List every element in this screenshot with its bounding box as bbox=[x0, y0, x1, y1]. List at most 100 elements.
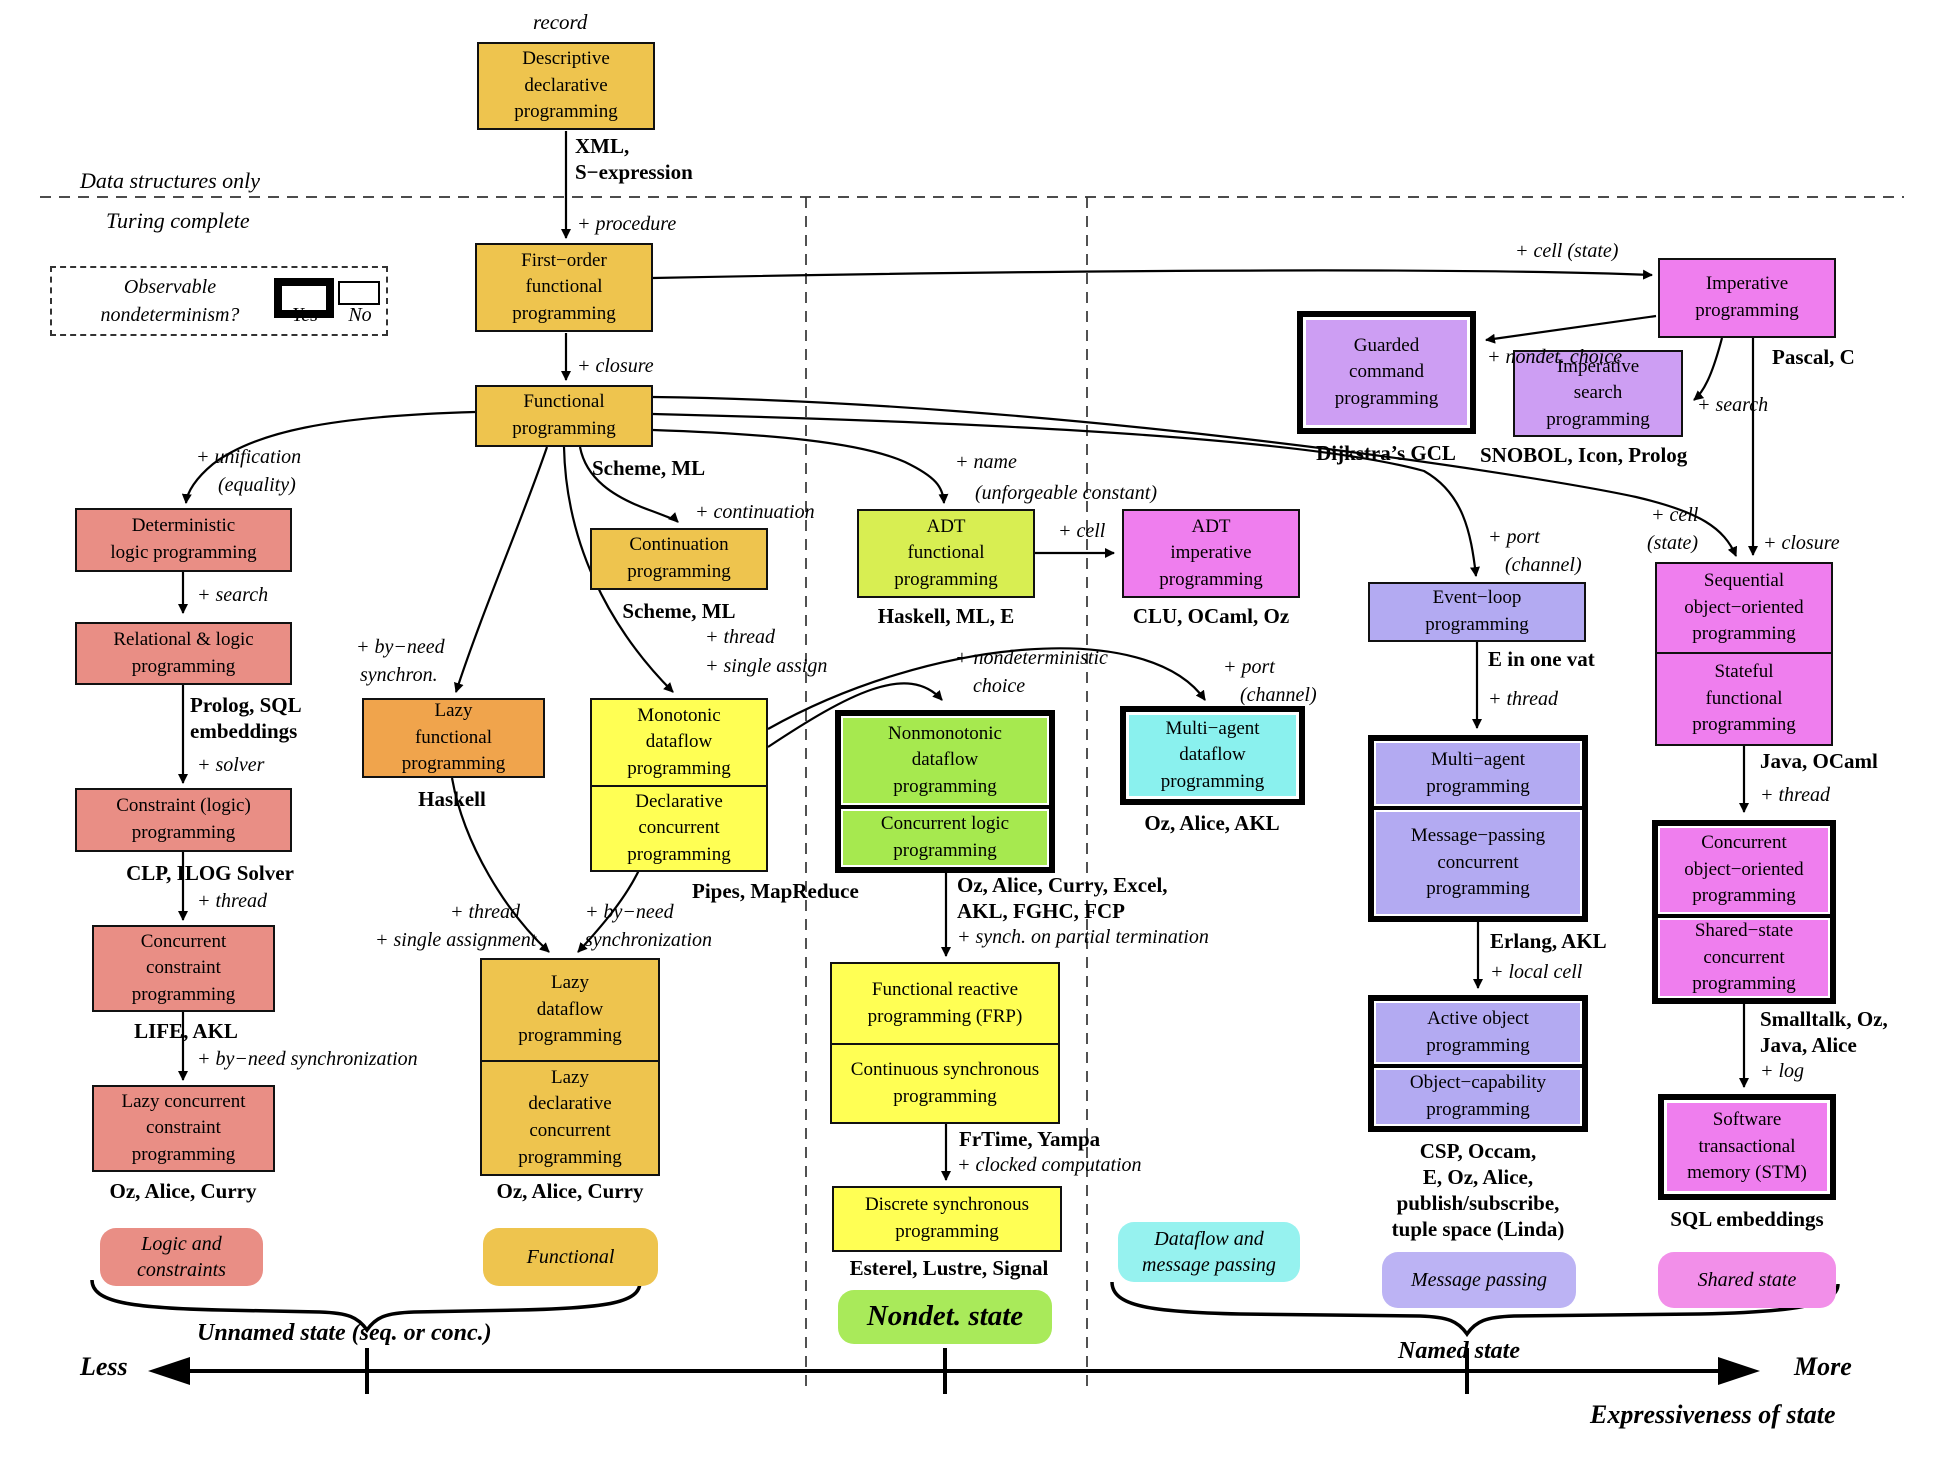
node-functional: Functional programming bbox=[475, 385, 653, 447]
stack-nonmonotonic-stack: Nonmonotonic dataflow programming Concurr… bbox=[835, 710, 1055, 873]
edge-annotation: + port bbox=[1488, 526, 1540, 548]
language-label: Oz, Alice, Curry bbox=[496, 1179, 644, 1203]
language-label: CLP, ILOG Solver bbox=[126, 861, 294, 885]
node-stateful-functional: Stateful functional programming bbox=[1657, 652, 1831, 744]
language-label: Haskell, ML, E bbox=[877, 604, 1015, 628]
node-lazy-dataflow: Lazy dataflow programming bbox=[482, 960, 658, 1060]
legend-question-line2: nondeterminism? bbox=[100, 304, 240, 326]
node-concurrent-constraint: Concurrent constraint programming bbox=[92, 925, 275, 1012]
node-relational-logic: Relational & logic programming bbox=[75, 622, 292, 685]
legend-no-label: No bbox=[348, 304, 372, 326]
edge-annotation: + unification bbox=[196, 446, 302, 468]
edge-annotation: (equality) bbox=[218, 474, 296, 496]
pill-logic-and-constraints: Logic and constraints bbox=[100, 1228, 263, 1286]
edge-annotation: + single assignment bbox=[375, 929, 537, 951]
node-imperative: Imperative programming bbox=[1658, 258, 1836, 338]
edge-annotation: + port bbox=[1223, 656, 1275, 678]
legend-yes-label: Yes bbox=[292, 304, 318, 326]
braces bbox=[90, 1279, 1840, 1338]
language-label: CSP, Occam, E, Oz, Alice, publish/subscr… bbox=[1391, 1139, 1565, 1242]
edge-annotation: choice bbox=[973, 675, 1026, 697]
language-label: Scheme, ML bbox=[622, 599, 736, 623]
language-label: Oz, Alice, Curry bbox=[109, 1179, 257, 1203]
pill-message-passing-pill: Message passing bbox=[1382, 1252, 1576, 1308]
edge-annotation: + local cell bbox=[1490, 961, 1583, 983]
node-lazy-concurrent-constraint: Lazy concurrent constraint programming bbox=[92, 1085, 275, 1172]
edge-annotation: synchronization bbox=[585, 929, 713, 951]
language-label: FrTime, Yampa bbox=[959, 1127, 1101, 1151]
named-state-brace bbox=[1110, 1281, 1840, 1338]
node-shared-state-concurrent: Shared−state concurrent programming bbox=[1658, 914, 1830, 998]
edge-annotation: + cell (state) bbox=[1515, 240, 1619, 262]
language-label: Erlang, AKL bbox=[1490, 929, 1607, 953]
edge-annotation: + nondeterministic bbox=[955, 647, 1108, 669]
node-lazy-declarative-concurrent: Lazy declarative concurrent programming bbox=[482, 1060, 658, 1174]
edge-annotation: + by−need synchronization bbox=[197, 1048, 418, 1070]
edge-annotation: + name bbox=[955, 451, 1017, 473]
edge-annotation: + thread bbox=[1488, 688, 1558, 710]
node-deterministic-logic: Deterministic logic programming bbox=[75, 508, 292, 572]
edge-annotation: + closure bbox=[1763, 532, 1840, 554]
node-event-loop: Event−loop programming bbox=[1368, 582, 1586, 642]
node-active-object: Active object programming bbox=[1374, 1001, 1582, 1064]
node-multi-agent-dataflow: Multi−agent dataflow programming bbox=[1120, 706, 1305, 805]
node-first-order-functional: First−order functional programming bbox=[475, 243, 653, 332]
diagram-text: More bbox=[1794, 1352, 1852, 1381]
node-message-passing-concurrent: Message−passing concurrent programming bbox=[1374, 806, 1582, 916]
diagram-text: Turing complete bbox=[106, 208, 250, 233]
pill-functional-pill: Functional bbox=[483, 1228, 658, 1286]
node-constraint-logic: Constraint (logic) programming bbox=[75, 788, 292, 852]
diagram-text: record bbox=[533, 10, 588, 34]
edge-annotation: + synch. on partial termination bbox=[957, 926, 1209, 948]
nondeterminism-legend: Observable nondeterminism? Yes No bbox=[50, 266, 388, 336]
diagram-text: Less bbox=[80, 1352, 128, 1381]
edge-annotation: + log bbox=[1760, 1060, 1805, 1082]
edge-annotation: + thread bbox=[197, 890, 267, 912]
node-functional-reactive: Functional reactive programming (FRP) bbox=[832, 964, 1058, 1043]
language-label: XML, S−expression bbox=[575, 134, 693, 185]
language-label: E in one vat bbox=[1488, 647, 1595, 671]
language-label: Dijkstra’s GCL bbox=[1316, 441, 1456, 465]
node-adt-imperative: ADT imperative programming bbox=[1122, 509, 1300, 598]
stack-monotonic-stack: Monotonic dataflow programming Declarativ… bbox=[590, 698, 768, 872]
node-guarded-command: Guarded command programming bbox=[1297, 311, 1476, 434]
edge-annotation: + procedure bbox=[577, 213, 677, 235]
stack-active-object-stack: Active object programming Object−capabili… bbox=[1368, 995, 1588, 1132]
edge-annotation: (channel) bbox=[1505, 554, 1582, 576]
node-declarative-concurrent: Declarative concurrent programming bbox=[592, 785, 766, 870]
language-label: Haskell bbox=[418, 787, 486, 811]
edge-annotation: + closure bbox=[577, 355, 654, 377]
language-label: Pipes, MapReduce bbox=[692, 879, 859, 903]
edge-annotation: + by−need bbox=[585, 901, 674, 923]
expressiveness-axis bbox=[148, 1348, 1760, 1394]
node-monotonic-dataflow: Monotonic dataflow programming bbox=[592, 700, 766, 785]
stack-frp-stack: Functional reactive programming (FRP) Con… bbox=[830, 962, 1060, 1124]
edge-annotation: + by−need bbox=[356, 636, 445, 658]
stack-lazy-dataflow-stack: Lazy dataflow programming Lazy declarativ… bbox=[480, 958, 660, 1176]
language-label: Smalltalk, Oz, Java, Alice bbox=[1760, 1007, 1888, 1058]
edge-annotation: + nondet. choice bbox=[1487, 346, 1623, 368]
diagram-text: Expressiveness of state bbox=[1590, 1400, 1836, 1429]
node-imperative-search: Imperative search programming bbox=[1513, 350, 1683, 437]
node-nonmonotonic-dataflow: Nonmonotonic dataflow programming bbox=[841, 716, 1049, 805]
diagram-text: Named state bbox=[1398, 1338, 1520, 1364]
language-label: CLU, OCaml, Oz bbox=[1132, 604, 1290, 628]
edge-annotation: + thread bbox=[450, 901, 520, 923]
edge-annotation: + single assign bbox=[705, 655, 828, 677]
language-label: SQL embeddings bbox=[1670, 1207, 1824, 1231]
stack-sequential-oo-stack: Sequential object−oriented programming St… bbox=[1655, 562, 1833, 746]
node-adt-functional: ADT functional programming bbox=[857, 509, 1035, 598]
node-concurrent-logic: Concurrent logic programming bbox=[841, 805, 1049, 867]
language-label: Pascal, C bbox=[1772, 345, 1855, 369]
edge-annotation: (unforgeable constant) bbox=[975, 482, 1158, 504]
edge-annotation: + solver bbox=[197, 754, 265, 776]
node-continuous-synchronous: Continuous synchronous programming bbox=[832, 1043, 1058, 1122]
node-multi-agent-programming: Multi−agent programming bbox=[1374, 741, 1582, 806]
edge-annotation: + cell bbox=[1651, 504, 1699, 526]
observable-yes-swatch bbox=[274, 278, 334, 318]
edge-annotation: + continuation bbox=[695, 501, 815, 523]
language-label: Oz, Alice, AKL bbox=[1144, 811, 1280, 835]
node-object-capability: Object−capability programming bbox=[1374, 1064, 1582, 1126]
